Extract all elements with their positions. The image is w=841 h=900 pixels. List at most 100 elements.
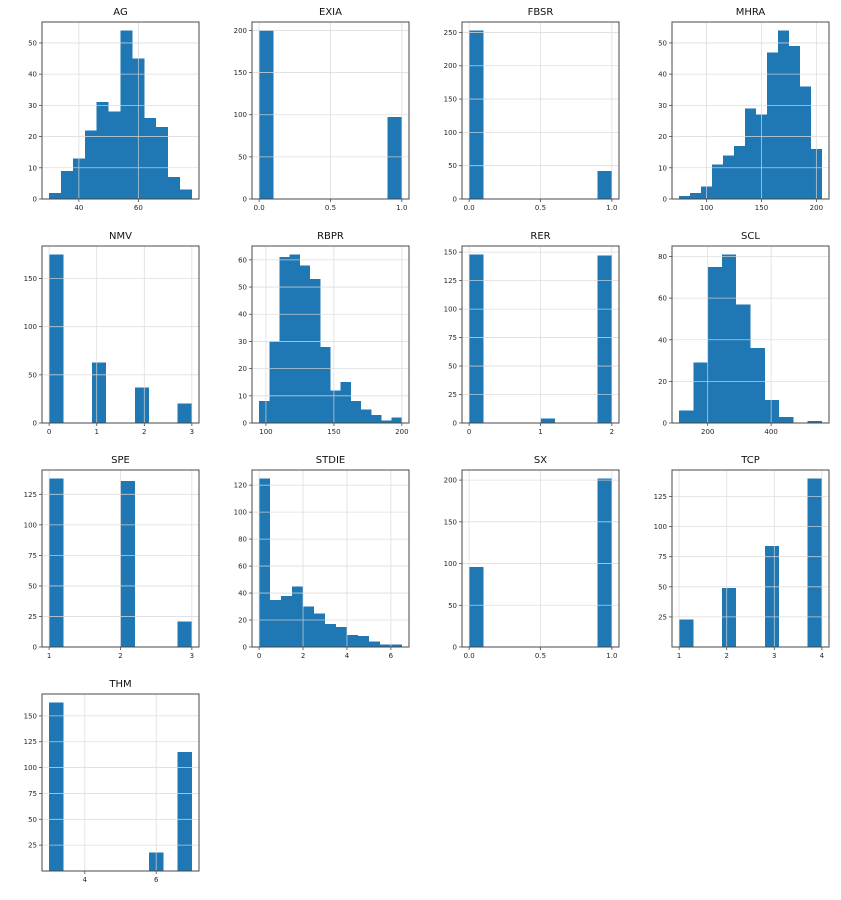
y-tick-label: 25: [658, 613, 667, 621]
plot-spines: [251, 21, 410, 200]
histogram-canvas-spe: SPE 1 2 3 0 25 50 75 100 125: [24, 455, 200, 660]
hist-bar: [134, 387, 150, 423]
y-tick-label: 30: [28, 102, 37, 110]
y-tick-label: 120: [234, 482, 247, 490]
subplot-title: RBPR: [317, 231, 344, 242]
y-tick-label: 40: [658, 336, 667, 344]
hist-bar: [335, 626, 347, 647]
x-tick-label: 60: [134, 204, 143, 212]
axis: 40 60 0 10 20 30 40 50: [28, 39, 143, 212]
bars: [259, 254, 402, 423]
x-tick-label: 400: [764, 428, 777, 436]
y-tick-label: 50: [448, 162, 457, 170]
histogram-canvas-tcp: TCP 1 2 3 4 25 50 75 100 125: [654, 455, 830, 660]
y-tick-label: 25: [448, 391, 457, 399]
x-tick-label: 0.0: [464, 652, 475, 660]
hist-bar: [597, 255, 612, 423]
histogram-canvas-ag: AG 40 60 0 10 20 30 40 50: [28, 7, 200, 212]
plot-spines: [461, 245, 620, 424]
plot-spines: [41, 469, 200, 648]
hist-bar: [381, 420, 392, 423]
x-tick-label: 1.0: [396, 204, 407, 212]
hist-bar: [679, 619, 694, 647]
hist-bar: [61, 170, 73, 199]
x-tick-label: 1: [677, 652, 681, 660]
hist-bar: [91, 362, 107, 423]
hist-bar: [807, 420, 822, 423]
bars: [49, 478, 192, 647]
plot-spines: [461, 21, 620, 200]
hist-bar: [120, 30, 133, 199]
histogram-canvas-thm: THM 4 6 25 50 75 100 125 150: [24, 679, 200, 884]
hist-bar: [340, 382, 351, 423]
y-tick-label: 150: [24, 275, 37, 283]
hist-bar: [320, 346, 331, 423]
x-tick-label: 1.0: [606, 204, 617, 212]
y-tick-label: 125: [24, 738, 37, 746]
plot-spines: [461, 469, 620, 648]
y-tick-label: 50: [238, 153, 247, 161]
hist-bar: [168, 177, 180, 199]
x-tick-label: 200: [395, 428, 408, 436]
histogram-canvas-exia: EXIA 0.0 0.5 1.0 0 50 100 150 200: [234, 7, 410, 212]
grid-lines: [672, 246, 829, 424]
hist-bar: [96, 102, 109, 199]
bars: [679, 478, 822, 647]
hist-bar: [750, 348, 765, 423]
bars: [679, 30, 822, 200]
y-tick-label: 75: [28, 790, 37, 798]
hist-bar: [779, 416, 794, 423]
x-tick-label: 3: [772, 652, 776, 660]
plot-spines: [671, 469, 830, 648]
y-tick-label: 50: [238, 284, 247, 292]
hist-bar: [721, 588, 737, 647]
axis: 1 2 3 4 25 50 75 100 125: [654, 493, 825, 660]
hist-bar: [179, 189, 192, 199]
x-tick-label: 40: [74, 204, 83, 212]
hist-bar: [469, 254, 484, 423]
subplot-title: FBSR: [528, 7, 554, 18]
y-tick-label: 60: [658, 295, 667, 303]
x-tick-label: 1: [94, 428, 98, 436]
y-tick-label: 50: [448, 363, 457, 371]
subplot-title: SX: [534, 455, 547, 466]
y-tick-label: 0: [453, 196, 457, 204]
bars: [679, 254, 822, 423]
hist-bar: [391, 417, 402, 423]
hist-bar: [807, 478, 822, 647]
y-tick-label: 0: [243, 196, 247, 204]
axis: 1 2 3 0 25 50 75 100 125: [24, 491, 194, 660]
y-tick-label: 20: [28, 133, 37, 141]
y-tick-label: 10: [238, 392, 247, 400]
y-tick-label: 75: [448, 334, 457, 342]
hist-bar: [745, 108, 756, 199]
y-tick-label: 60: [238, 563, 247, 571]
hist-bar: [281, 595, 293, 647]
x-tick-label: 0.0: [464, 204, 475, 212]
y-tick-label: 10: [28, 164, 37, 172]
plot-spines: [41, 245, 200, 424]
y-tick-label: 40: [658, 71, 667, 79]
x-tick-label: 1.0: [606, 652, 617, 660]
subplot-title: MHRA: [736, 7, 766, 18]
subplot-nmv: NMV 0 1 2 3 0 50 100 150: [2, 228, 207, 450]
y-tick-label: 50: [28, 816, 37, 824]
hist-bar: [721, 254, 737, 423]
hist-bar: [303, 606, 315, 647]
x-tick-label: 1: [47, 652, 51, 660]
hist-bar: [156, 127, 169, 199]
x-tick-label: 4: [345, 652, 350, 660]
x-tick-label: 150: [327, 428, 340, 436]
x-tick-label: 1: [538, 428, 542, 436]
x-tick-label: 2: [142, 428, 146, 436]
subplot-title: EXIA: [319, 7, 342, 18]
x-tick-label: 3: [190, 428, 194, 436]
y-tick-label: 25: [28, 842, 37, 850]
y-tick-label: 0: [453, 420, 457, 428]
hist-bar: [799, 86, 811, 199]
hist-bar: [736, 304, 751, 423]
y-tick-label: 250: [444, 29, 457, 37]
hist-bar: [379, 644, 391, 647]
